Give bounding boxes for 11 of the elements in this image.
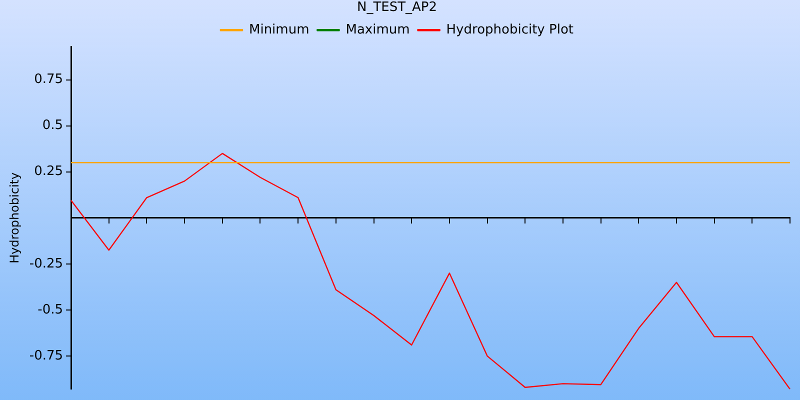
y-tick-label: -0.5 [38, 302, 64, 318]
y-tick-label: 0.25 [34, 164, 64, 180]
y-tick-label: -0.25 [29, 256, 64, 272]
y-tick-label: 0.75 [34, 72, 64, 88]
y-tick-label: -0.75 [29, 348, 64, 364]
y-tick-label: 0.5 [42, 118, 64, 134]
legend-label: Hydrophobicity Plot [446, 22, 574, 38]
chart-title: N_TEST_AP2 [356, 0, 438, 16]
y-axis-title: Hydrophobicity [7, 172, 22, 264]
legend-label: Minimum [248, 22, 310, 38]
legend-label: Maximum [346, 22, 410, 38]
